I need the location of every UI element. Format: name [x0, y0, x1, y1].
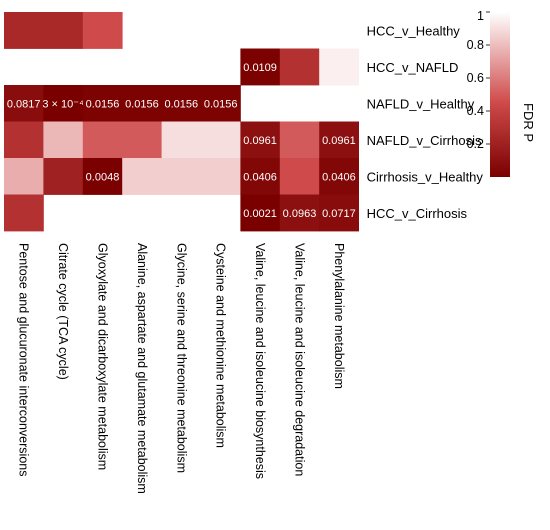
heatmap-cell	[201, 158, 241, 195]
column-label: Valine, leucine and isoleucine degradati…	[293, 243, 307, 476]
heatmap-cell	[122, 85, 162, 122]
colorbar-tick-label: 0.6	[467, 71, 484, 85]
cell-value-label: 0.0109	[243, 62, 277, 74]
heatmap-cell	[240, 121, 281, 159]
column-label: Glycine, serine and threonine metabolism	[174, 243, 188, 473]
heatmap-cell	[240, 48, 281, 86]
column-label: Phenylalanine metabolism	[332, 243, 346, 389]
heatmap-cell	[43, 158, 84, 195]
heatmap-cell	[201, 121, 241, 159]
cell-value-label: 0.0156	[164, 98, 198, 110]
column-label: Valine, leucine and isoleucine biosynthe…	[253, 243, 267, 479]
heatmap-cell	[4, 158, 44, 195]
heatmap-cell	[161, 85, 202, 122]
row-label: NAFLD_v_Healthy	[367, 96, 475, 111]
column-label: Alanine, aspartate and glutamate metabol…	[135, 243, 149, 494]
row-label: NAFLD_v_Cirrhosis	[367, 133, 482, 148]
column-label: Citrate cycle (TCA cycle)	[56, 243, 70, 380]
row-label: HCC_v_Healthy	[367, 23, 461, 38]
heatmap-cell	[161, 121, 202, 159]
cell-value-label: 3 × 10⁻⁴	[42, 98, 84, 110]
heatmap-cell	[82, 85, 123, 122]
colorbar-title: FDR P	[521, 103, 536, 142]
column-label: Glyoxylate and dicarboxylate metabolism	[96, 243, 110, 470]
cell-value-label: 0.0406	[243, 171, 277, 183]
column-labels: Pentose and glucuronate interconversions…	[17, 243, 346, 494]
heatmap-cell	[4, 194, 44, 232]
heatmap-cell	[201, 85, 241, 122]
heatmap-cell	[240, 158, 281, 195]
cell-value-label: 0.0817	[7, 98, 41, 110]
row-label: HCC_v_NAFLD	[367, 60, 459, 75]
cell-value-label: 0.0717	[322, 208, 356, 220]
heatmap-cell	[279, 48, 320, 86]
cell-value-label: 0.0963	[283, 208, 317, 220]
heatmap-cell	[43, 12, 84, 49]
heatmap-cell	[279, 158, 320, 195]
heatmap-cell	[161, 158, 202, 195]
heatmap-cell	[43, 85, 84, 122]
cell-value-label: 0.0021	[243, 208, 277, 220]
colorbar-tick-label: 0.4	[467, 104, 484, 118]
cell-value-label: 0.0156	[125, 98, 159, 110]
colorbar: 1 0.8 0.6 0.4 0.2 FDR P	[467, 9, 536, 177]
column-label: Pentose and glucuronate interconversions	[17, 243, 31, 476]
heatmap-cell	[43, 121, 84, 159]
colorbar-tick-label: 0.8	[467, 38, 484, 52]
cell-value-label: 0.0156	[86, 98, 120, 110]
heatmap-cell	[279, 121, 320, 159]
heatmap-cell	[4, 12, 44, 49]
heatmap-cell	[319, 158, 359, 195]
heatmap-cell	[319, 48, 359, 86]
colorbar-tick-label: 1	[477, 9, 484, 23]
row-labels: HCC_v_Healthy HCC_v_NAFLD NAFLD_v_Healthy N…	[367, 23, 484, 221]
colorbar-tick-label: 0.2	[467, 137, 484, 151]
heatmap-cell	[279, 194, 320, 232]
heatmap-cell	[82, 158, 123, 195]
column-label: Cysteine and methionine metabolism	[214, 243, 228, 448]
heatmap-cell	[82, 12, 123, 49]
heatmap-cell	[240, 194, 281, 232]
heatmap-cell	[4, 85, 44, 122]
row-label: HCC_v_Cirrhosis	[367, 206, 468, 221]
cell-value-label: 0.0156	[204, 98, 238, 110]
row-label: Cirrhosis_v_Healthy	[367, 169, 484, 184]
heatmap-cell	[122, 121, 162, 159]
heatmap-cell	[319, 194, 359, 232]
heatmap-cell	[122, 158, 162, 195]
cell-value-label: 0.0406	[322, 171, 356, 183]
colorbar-gradient	[490, 12, 510, 177]
heatmap-cell	[4, 121, 44, 159]
cell-value-label: 0.0961	[322, 135, 356, 147]
cell-value-label: 0.0961	[243, 135, 277, 147]
heatmap-cell	[82, 121, 123, 159]
cell-value-label: 0.0048	[86, 171, 120, 183]
heatmap-cell	[319, 121, 359, 159]
